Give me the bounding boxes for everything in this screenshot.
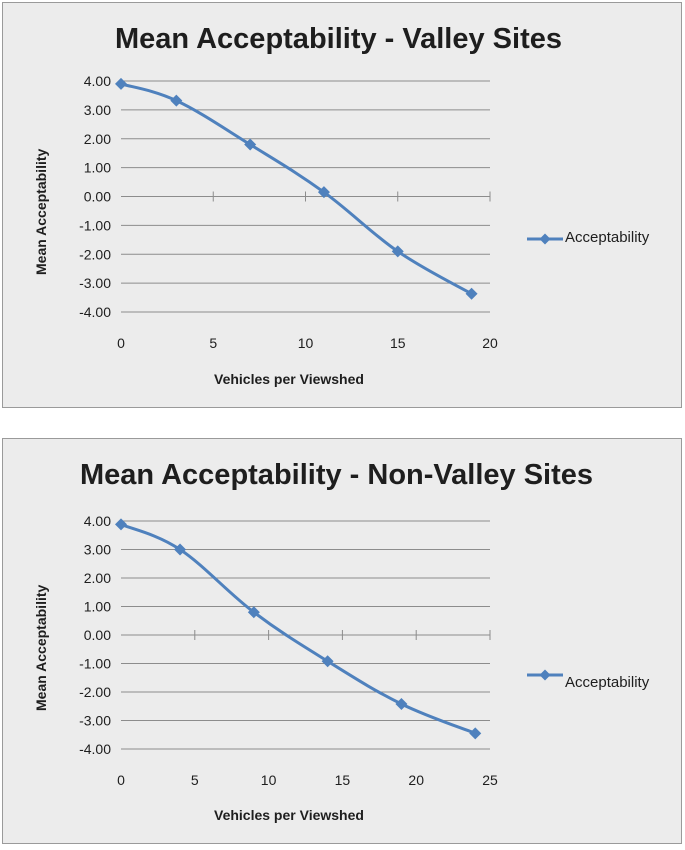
y-tick-label: -1.00	[79, 217, 111, 233]
x-tick-label: 0	[117, 335, 125, 351]
y-tick-label: -1.00	[79, 656, 111, 672]
y-tick-label: -4.00	[79, 741, 111, 757]
chart-title: Mean Acceptability - Non-Valley Sites	[80, 459, 594, 491]
y-tick-label: 0.00	[84, 189, 111, 205]
legend-marker	[539, 669, 551, 681]
x-tick-label: 5	[191, 772, 199, 788]
legend-label: Acceptability	[565, 229, 650, 246]
chart-panel-non-valley: Mean Acceptability - Non-Valley Sites 4.…	[2, 438, 682, 844]
x-tick-label: 0	[117, 772, 125, 788]
chart-title: Mean Acceptability - Valley Sites	[115, 23, 562, 55]
series-line	[120, 82, 473, 296]
y-tick-label: 2.00	[84, 131, 111, 147]
chart-plot-area: 4.00 3.00 2.00 1.00 0.00 -1.00 -2.00 -3.00 -4.00…	[79, 513, 563, 788]
x-tick-label: 15	[390, 335, 406, 351]
series-line	[120, 523, 476, 735]
y-tick-label: 2.00	[84, 570, 111, 586]
y-tick-label: 1.00	[84, 160, 111, 176]
legend-marker	[539, 233, 551, 245]
y-tick-label: 3.00	[84, 102, 111, 118]
data-point-marker	[174, 543, 187, 556]
x-tick-label: 10	[261, 772, 277, 788]
chart-plot-area: 4.00 3.00 2.00 1.00 0.00 -1.00 -2.00 -3.00 -4.00…	[79, 73, 563, 351]
legend-label: Acceptability	[565, 674, 650, 691]
data-point-marker	[391, 245, 404, 258]
data-point-marker	[465, 287, 478, 300]
x-tick-label: 10	[298, 335, 314, 351]
data-point-marker	[317, 186, 330, 199]
y-tick-label: -3.00	[79, 713, 111, 729]
x-tick-label: 20	[482, 335, 498, 351]
y-tick-label: 3.00	[84, 542, 111, 558]
y-axis-label: Mean Acceptability	[33, 148, 49, 275]
y-tick-label: 0.00	[84, 627, 111, 643]
data-point-marker	[170, 94, 183, 107]
x-tick-label: 15	[335, 772, 351, 788]
data-point-marker	[321, 655, 334, 668]
data-point-marker	[395, 697, 408, 710]
data-point-marker	[115, 77, 127, 90]
x-tick-label: 25	[482, 772, 498, 788]
y-tick-label: -3.00	[79, 275, 111, 291]
y-tick-label: 1.00	[84, 599, 111, 615]
data-point-marker	[115, 518, 127, 531]
x-axis-label: Vehicles per Viewshed	[214, 371, 364, 387]
x-tick-label: 5	[209, 335, 217, 351]
data-point-marker	[244, 138, 257, 151]
y-tick-label: 4.00	[84, 73, 111, 89]
chart-panel-valley: Mean Acceptability - Valley Sites 4.00 3.…	[2, 2, 682, 408]
data-point-marker	[247, 606, 260, 619]
y-tick-label: -2.00	[79, 684, 111, 700]
x-axis-label: Vehicles per Viewshed	[214, 807, 364, 823]
x-tick-label: 20	[408, 772, 424, 788]
y-tick-label: 4.00	[84, 513, 111, 529]
y-axis-label: Mean Acceptability	[33, 584, 49, 711]
data-point-marker	[469, 727, 482, 740]
y-tick-label: -2.00	[79, 246, 111, 262]
y-tick-label: -4.00	[79, 304, 111, 320]
